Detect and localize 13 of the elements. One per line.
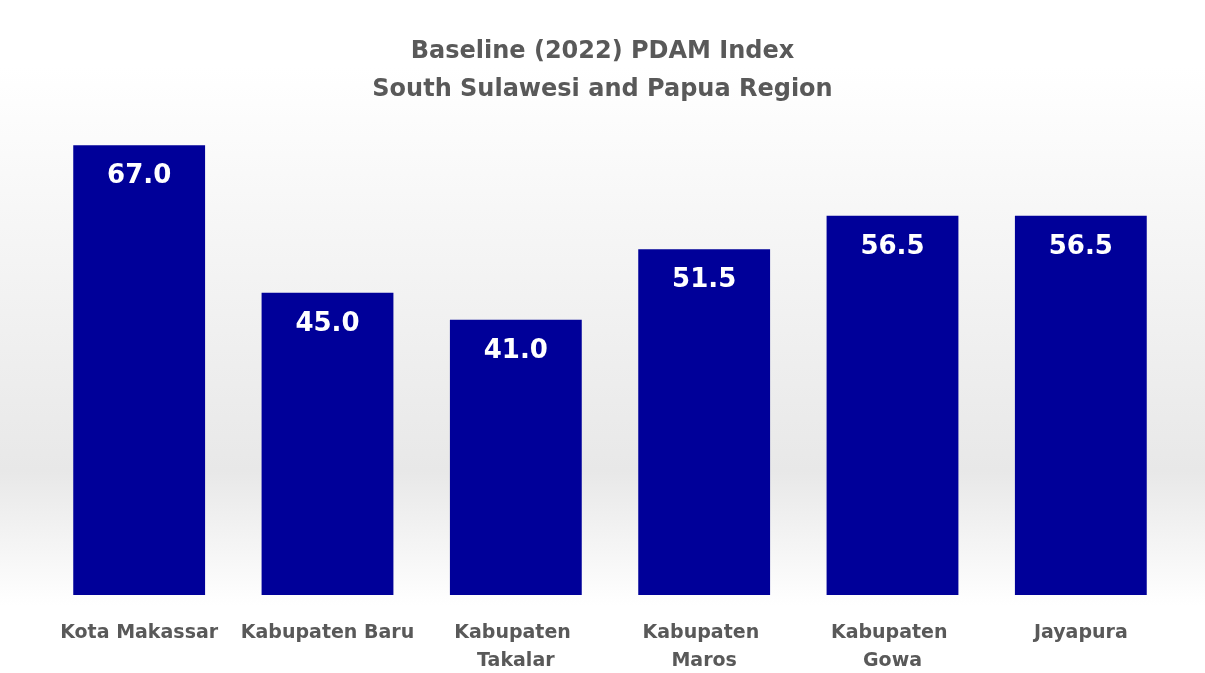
x-tick-label: Kabupaten Gowa bbox=[830, 620, 955, 670]
x-tick-label: Kabupaten Maros bbox=[642, 620, 766, 670]
data-label: 45.0 bbox=[295, 306, 360, 337]
x-tick-label: Kota Makassar bbox=[60, 620, 219, 642]
x-tick-label: Kabupaten Takalar bbox=[454, 620, 578, 670]
data-label: 56.5 bbox=[1048, 229, 1113, 260]
chart-title: Baseline (2022) PDAM Index South Sulawesi and Papua Region bbox=[372, 36, 833, 102]
data-label: 67.0 bbox=[107, 159, 172, 190]
data-label: 51.5 bbox=[672, 263, 737, 294]
data-label: 56.5 bbox=[860, 229, 925, 260]
x-tick-label: Kabupaten Baru bbox=[240, 620, 415, 642]
x-tick-label: Jayapura bbox=[1031, 620, 1128, 642]
data-label: 41.0 bbox=[483, 333, 548, 364]
